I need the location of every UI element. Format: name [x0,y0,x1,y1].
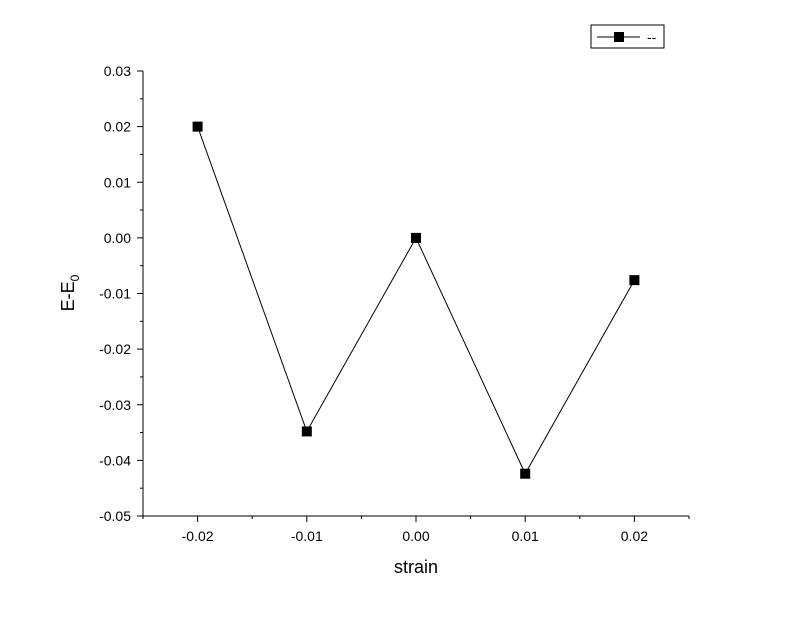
x-axis-title: strain [394,557,438,577]
data-point-marker [411,232,421,243]
x-tick-label: 0.02 [621,528,648,544]
x-tick-label: -0.02 [182,528,214,544]
y-axis-title: E-E0 [58,274,82,311]
data-point-marker [629,275,640,286]
data-point-marker [520,468,531,479]
legend: -- [590,24,665,49]
data-point-marker [301,426,312,437]
x-tick-label: 0.00 [402,528,429,544]
x-axis-ticks: -0.02 -0.01 0.00 0.01 0.02 [142,516,690,544]
y-tick-label: 0.03 [104,63,131,79]
data-point-marker [192,121,203,132]
x-tick-label: 0.01 [512,528,539,544]
y-axis-title-main: E-E [58,281,78,311]
y-tick-label: -0.05 [99,508,131,524]
legend-label: -- [647,29,657,45]
y-tick-label: 0.02 [104,119,131,135]
y-tick-label: 0.01 [104,174,131,190]
y-axis-title-subscript: 0 [68,274,82,281]
y-tick-label: -0.03 [99,397,131,413]
x-tick-label: -0.01 [291,528,323,544]
series-layer [192,121,640,479]
y-tick-label: 0.00 [104,230,131,246]
legend-marker-sample [614,32,624,42]
y-tick-label: -0.02 [99,341,131,357]
y-tick-label: -0.01 [99,286,131,302]
plot-frame [142,71,689,517]
y-axis-ticks: 0.03 0.02 0.01 0.00 -0.01 -0.02 -0.03 -0.04 -0.0… [99,63,143,524]
y-tick-label: -0.04 [99,452,131,468]
series-line [197,126,635,475]
